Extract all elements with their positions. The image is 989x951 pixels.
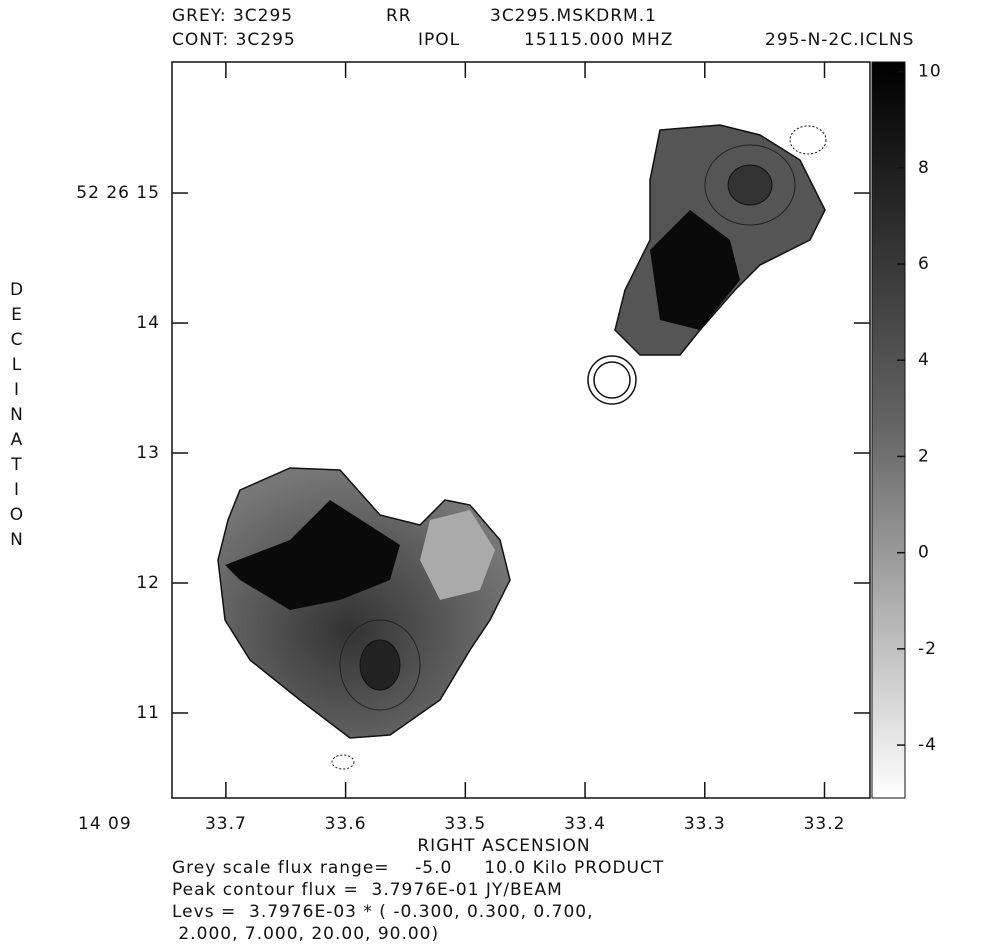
lower-light-patch [420, 510, 495, 600]
y-label-letter: T [10, 455, 22, 475]
y-tick-label: 14 [136, 313, 160, 333]
y-label-letter: A [11, 430, 24, 450]
contour [339, 619, 421, 711]
header-text: RR [386, 6, 412, 26]
ring [587, 355, 637, 405]
colorbar-tick-label: 0 [918, 543, 930, 563]
contour [727, 164, 773, 206]
y-label-letter: I [14, 480, 20, 500]
colorbar-tick-label: 4 [918, 350, 930, 370]
footer-text: Grey scale flux range= -5.0 10.0 Kilo PR… [172, 858, 664, 878]
plot-frame [171, 61, 871, 799]
x-prefix: 14 09 [78, 814, 132, 834]
header-text: GREY: 3C295 [172, 6, 293, 26]
x-axis-label: RIGHT ASCENSION [417, 836, 590, 856]
y-label-letter: L [12, 355, 22, 375]
contour [704, 144, 796, 226]
y-tick-label: 11 [136, 703, 160, 723]
ring [593, 361, 631, 399]
x-tick-label: 33.6 [325, 814, 367, 834]
x-tick-label: 33.3 [684, 814, 726, 834]
neg-contour [789, 125, 827, 155]
y-label-letter: I [14, 380, 20, 400]
colorbar-tick-label: 10 [918, 62, 942, 82]
footer-text: 2.000, 7.000, 20.00, 90.00) [172, 924, 439, 944]
y-label-letter: N [10, 530, 24, 550]
y-tick-label: 52 26 15 [76, 183, 160, 203]
y-tick-label: 12 [136, 573, 160, 593]
header-text: 15115.000 MHZ [524, 30, 673, 50]
lower-lobe [217, 467, 511, 739]
upper-dark-band [650, 210, 740, 330]
colorbar-tick-label: -4 [918, 735, 937, 755]
header-text: IPOL [418, 30, 460, 50]
header-text: CONT: 3C295 [172, 30, 296, 50]
y-label-letter: N [10, 405, 24, 425]
colorbar-tick-label: 8 [918, 158, 930, 178]
colorbar-tick-label: 2 [918, 446, 930, 466]
x-tick-label: 33.7 [205, 814, 247, 834]
y-label-letter: E [11, 305, 23, 325]
header-text: 295-N-2C.ICLNS [765, 30, 914, 50]
y-tick-label: 13 [136, 443, 160, 463]
contour [359, 639, 401, 691]
sources [217, 124, 827, 770]
x-tick-label: 33.5 [444, 814, 486, 834]
colorbar [871, 61, 906, 799]
neg-contour [331, 754, 355, 770]
y-label-letter: O [10, 505, 24, 525]
colorbar-tick-label: 6 [918, 254, 930, 274]
lower-dark-band [225, 500, 400, 610]
y-label-letter: C [11, 330, 24, 350]
footer-text: Peak contour flux = 3.7976E-01 JY/BEAM [172, 880, 563, 900]
header-text: 3C295.MSKDRM.1 [490, 6, 657, 26]
y-label-letter: D [10, 280, 24, 300]
colorbar-tick-label: -2 [918, 639, 937, 659]
footer-text: Levs = 3.7976E-03 * ( -0.300, 0.300, 0.7… [172, 902, 594, 922]
x-tick-label: 33.2 [804, 814, 846, 834]
x-tick-label: 33.4 [564, 814, 606, 834]
